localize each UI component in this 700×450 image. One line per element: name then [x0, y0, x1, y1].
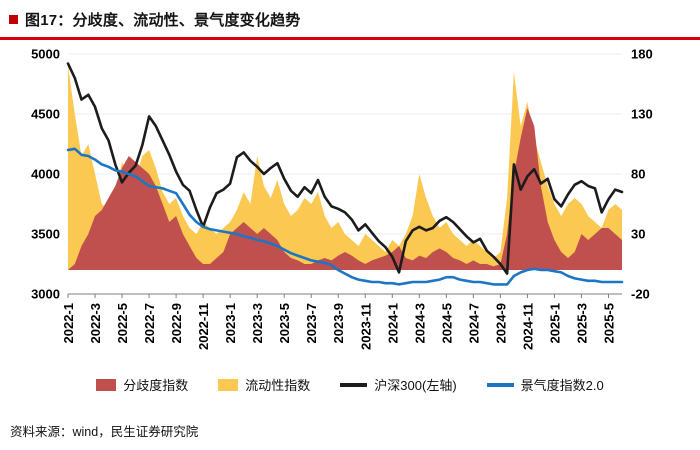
- chart-canvas: 3000 -20 3500 30 4000 80 4500 130 5000 180 2022-1 2…: [31, 47, 653, 351]
- x-axis-tick-label: 2023-5: [277, 303, 292, 343]
- x-axis-tick-label: 2024-3: [412, 303, 427, 343]
- x-axis-tick-label: 2025-1: [547, 303, 562, 343]
- x-axis-tick-label: 2024-1: [385, 303, 400, 343]
- legend-item: 景气度指数2.0: [486, 375, 604, 394]
- right-axis-tick-label: 180: [631, 47, 653, 62]
- line-csi300: [66, 62, 624, 275]
- legend-line-swatch: [340, 382, 368, 387]
- right-axis-tick-label: 130: [631, 107, 653, 122]
- title-bullet-icon: [9, 15, 18, 24]
- source-note: 资料来源：wind，民生证券研究院: [10, 425, 199, 439]
- legend-item: 分歧度指数: [96, 375, 188, 394]
- left-axis-tick-label: 5000: [31, 47, 60, 62]
- legend-area-swatch: [96, 378, 117, 391]
- left-axis-tick-label: 3500: [31, 227, 60, 242]
- x-axis-tick-label: 2024-5: [439, 303, 454, 343]
- x-axis-tick-label: 2024-9: [493, 303, 508, 343]
- left-axis-tick-label: 4500: [31, 107, 60, 122]
- x-axis-tick-label: 2022-9: [169, 303, 184, 343]
- chart: 3000 -20 3500 30 4000 80 4500 130 5000 180 2022-1 2…: [0, 42, 700, 369]
- legend-label: 流动性指数: [245, 378, 311, 393]
- x-axis-tick-label: 2022-3: [88, 303, 103, 343]
- x-axis-tick-label: 2022-1: [61, 303, 76, 343]
- x-axis-tick-label: 2023-3: [250, 303, 265, 343]
- legend-line-swatch: [486, 382, 514, 387]
- line-prosperity-index: [66, 147, 624, 286]
- x-axis-tick-label: 2023-9: [331, 303, 346, 343]
- figure-title: 图17：分歧度、流动性、景气度变化趋势: [25, 12, 301, 29]
- legend-item: 沪深300(左轴): [340, 375, 457, 394]
- right-axis-tick-label: 80: [631, 167, 645, 182]
- x-axis-tick-label: 2025-5: [601, 303, 616, 343]
- area-divergence-index: [68, 108, 622, 270]
- x-axis-tick-label: 2023-7: [304, 303, 319, 343]
- x-axis-tick-label: 2022-5: [115, 303, 130, 343]
- left-axis-tick-label: 3000: [31, 287, 60, 302]
- x-axis-tick-label: 2024-11: [520, 303, 535, 350]
- right-axis-tick-label: 30: [631, 227, 645, 242]
- legend-label: 景气度指数2.0: [520, 378, 604, 393]
- x-axis-tick-label: 2022-7: [142, 303, 157, 343]
- x-axis-tick-label: 2024-7: [466, 303, 481, 343]
- legend-label: 分歧度指数: [123, 378, 189, 393]
- legend: 分歧度指数 流动性指数 沪深300(左轴) 景气度指数2.0: [0, 375, 700, 394]
- left-axis-tick-label: 4000: [31, 167, 60, 182]
- legend-area-swatch: [218, 378, 239, 391]
- x-axis-tick-label: 2023-1: [223, 303, 238, 343]
- legend-label: 沪深300(左轴): [374, 378, 457, 393]
- legend-item: 流动性指数: [218, 375, 310, 394]
- x-axis-tick-label: 2025-3: [574, 303, 589, 343]
- x-axis-tick-label: 2023-11: [358, 303, 373, 350]
- right-axis-tick-label: -20: [631, 287, 650, 302]
- figure-header: 图17：分歧度、流动性、景气度变化趋势: [0, 0, 700, 40]
- x-axis-tick-label: 2022-11: [196, 303, 211, 350]
